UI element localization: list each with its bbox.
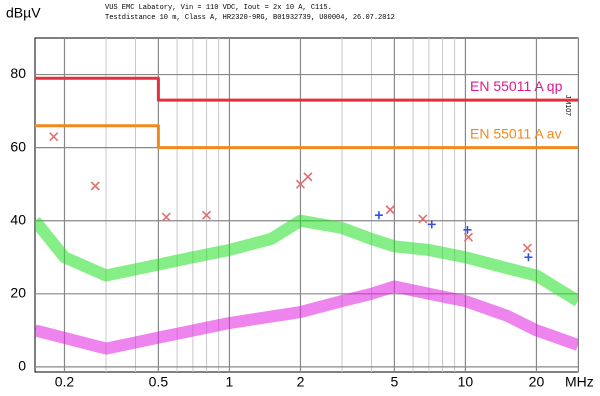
x-tick-label: 10: [458, 374, 474, 390]
spectrum-trace: [35, 280, 578, 355]
detector-marker: [418, 214, 428, 224]
x-axis-label: MHz: [565, 374, 594, 390]
y-tick-label: 40: [10, 211, 26, 227]
plot-area: [35, 38, 578, 372]
x-tick-label: 0.2: [55, 374, 75, 390]
side-note: JM107: [564, 95, 571, 116]
detector-marker: [295, 179, 306, 189]
detector-marker: [161, 212, 171, 222]
detector-marker: [374, 211, 383, 220]
x-tick-label: 5: [390, 374, 398, 390]
detector-marker: [524, 253, 533, 262]
detector-marker: [427, 220, 436, 229]
legend-label: EN 55011 A av: [470, 125, 562, 141]
limit-line: [35, 76, 578, 102]
limit-line: [35, 124, 578, 150]
x-tick-label: 20: [529, 374, 545, 390]
y-tick-label: 60: [10, 138, 26, 154]
x-tick-label: 2: [297, 374, 305, 390]
x-tick-label: 1: [226, 374, 234, 390]
y-tick-label: 80: [10, 65, 26, 81]
detector-marker: [303, 172, 313, 182]
y-axis-label: dBµV: [6, 5, 41, 21]
header-line: VUS EMC Labatory, Vin = 110 VDC, Iout = …: [105, 4, 332, 12]
y-tick-label: 0: [18, 358, 26, 374]
x-tick-label: 0.5: [149, 374, 169, 390]
detector-marker: [90, 181, 100, 191]
detector-marker: [385, 205, 395, 215]
legend-label: EN 55011 A qp: [470, 78, 563, 94]
detector-marker: [463, 232, 474, 242]
detector-marker: [201, 210, 212, 220]
spectrum-trace: [35, 214, 578, 307]
y-tick-label: 20: [10, 285, 26, 301]
detector-marker: [463, 225, 472, 234]
detector-marker: [522, 243, 532, 253]
detector-marker: [49, 132, 59, 142]
header-line: Testdistance 10 m, Class A, HR2320-9RG, …: [105, 14, 395, 22]
